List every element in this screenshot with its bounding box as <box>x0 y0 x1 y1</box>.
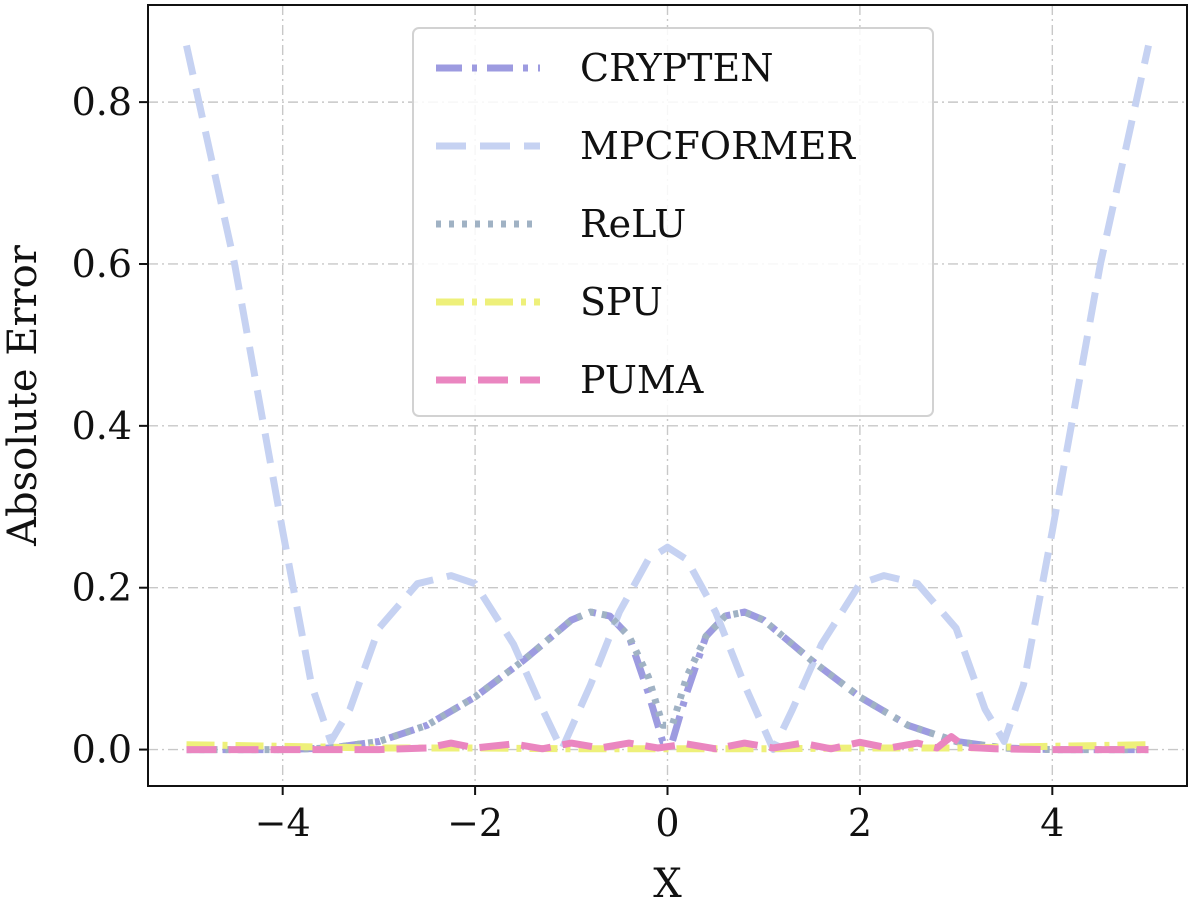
legend-label-spu: SPU <box>580 280 663 324</box>
x-axis-ticks: −4 −2 0 2 4 <box>255 786 1064 845</box>
series-lines <box>183 44 1152 754</box>
legend-label-relu: ReLU <box>580 202 686 246</box>
y-axis-ticks: 0.0 0.2 0.4 0.6 0.8 <box>72 80 148 772</box>
x-tick-label: 4 <box>1040 801 1064 845</box>
legend: CRYPTEN MPCFORMER ReLU SPU PUMA <box>412 27 934 417</box>
legend-label-crypten: CRYPTEN <box>580 46 774 90</box>
y-tick-label: 0.2 <box>72 566 132 610</box>
legend-label-mpcformer: MPCFORMER <box>580 124 856 168</box>
y-tick-label: 0.4 <box>72 404 132 448</box>
series-line-mpcformer <box>183 44 1152 754</box>
legend-label-puma: PUMA <box>580 358 704 402</box>
y-tick-label: 0.0 <box>72 728 132 772</box>
x-tick-label: −4 <box>255 801 311 845</box>
legend-box <box>412 27 934 417</box>
y-tick-label: 0.6 <box>72 242 132 286</box>
series-line-puma <box>186 733 1149 754</box>
y-axis-title: Absolute Error <box>0 244 46 547</box>
x-tick-label: −2 <box>447 801 503 845</box>
x-tick-label: 2 <box>848 801 872 845</box>
x-tick-label: 0 <box>655 801 679 845</box>
series-line-relu <box>186 608 1149 754</box>
x-axis-title: X <box>653 861 682 903</box>
y-tick-label: 0.8 <box>72 80 132 124</box>
